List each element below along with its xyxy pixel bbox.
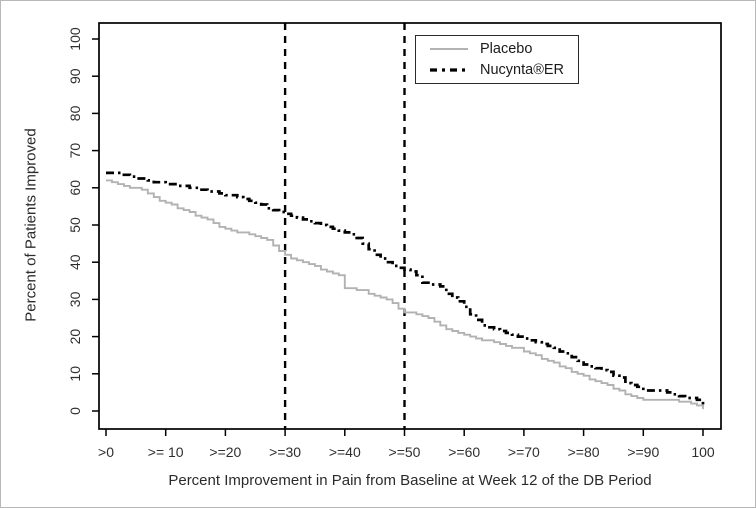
- x-tick-label: >=90: [627, 444, 659, 460]
- legend-item-nucynta: Nucynta®ER: [416, 60, 578, 81]
- legend-item-placebo: Placebo: [416, 39, 578, 60]
- y-tick-label: 60: [67, 180, 83, 196]
- axes: 0 10 20 30 40 50 60 70 80 90 100 >0 >= 10 >=20 >=30 >=4…: [67, 27, 715, 460]
- y-tick-label: 0: [67, 407, 83, 415]
- x-axis-title: Percent Improvement in Pain from Baselin…: [168, 472, 652, 489]
- x-tick-label: >=70: [508, 444, 540, 460]
- x-tick-label: >=40: [329, 444, 361, 460]
- nucynta-line-sample-icon: [430, 68, 468, 72]
- y-tick-label: 40: [67, 254, 83, 270]
- legend-label-placebo: Placebo: [480, 40, 533, 57]
- y-tick-label: 70: [67, 143, 83, 159]
- y-tick-label: 80: [67, 105, 83, 121]
- nucynta-line: [106, 171, 705, 408]
- legend-label-nucynta: Nucynta®ER: [480, 61, 565, 78]
- x-tick-label: 100: [691, 444, 715, 460]
- plot-border: [98, 22, 722, 430]
- y-tick-label: 50: [67, 217, 83, 233]
- x-tick-label: >= 10: [148, 444, 184, 460]
- x-tick-label: >=30: [269, 444, 301, 460]
- x-tick-label: >=80: [568, 444, 600, 460]
- x-tick-label: >=60: [448, 444, 480, 460]
- y-tick-label: 10: [67, 366, 83, 382]
- y-tick-label: 30: [67, 291, 83, 307]
- y-tick-label: 90: [67, 68, 83, 84]
- y-axis-title: Percent of Patients Improved: [22, 128, 40, 322]
- legend: Placebo Nucynta®ER: [415, 35, 579, 84]
- x-tick-label: >=20: [209, 444, 241, 460]
- placebo-line-sample-icon: [430, 48, 468, 50]
- y-tick-label: 100: [67, 27, 83, 51]
- x-tick-label: >0: [98, 444, 114, 460]
- placebo-line: [106, 179, 704, 410]
- y-tick-label: 20: [67, 329, 83, 345]
- x-tick-label: >=50: [389, 444, 421, 460]
